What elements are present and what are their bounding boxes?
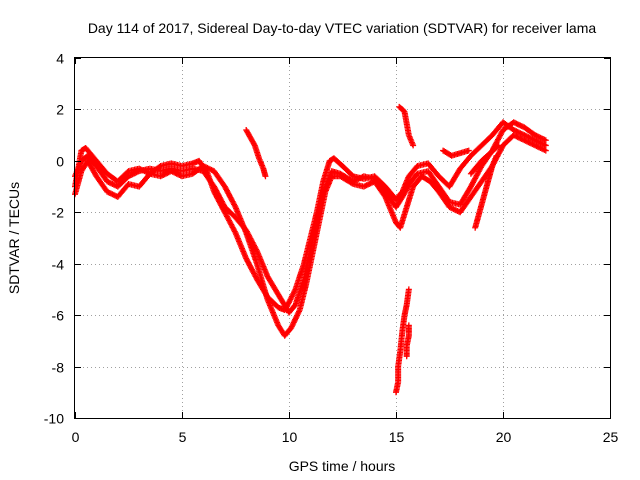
- axis-tick-labels: 0 5 10 15 20 25 -10 -8 -6 -4 -2 0 2 4: [44, 51, 619, 446]
- data-point: [251, 141, 258, 148]
- data-point: [494, 143, 501, 150]
- plot-frame: [74, 57, 611, 419]
- data-point: [262, 173, 269, 180]
- x-tick-label: 10: [282, 429, 298, 445]
- data-point: [542, 137, 549, 144]
- x-tick-label: 0: [72, 429, 80, 445]
- data-point: [542, 147, 549, 154]
- chart-title: Day 114 of 2017, Sidereal Day-to-day VTE…: [88, 20, 597, 36]
- y-tick-label: -10: [44, 411, 64, 427]
- data-point: [465, 147, 472, 154]
- data-point: [493, 152, 500, 159]
- y-tick-label: 2: [56, 102, 64, 118]
- x-tick-label: 15: [389, 429, 405, 445]
- data-point: [393, 389, 399, 396]
- y-axis-title: SDTVAR / TECUs: [6, 182, 22, 294]
- y-tick-label: -8: [52, 360, 65, 376]
- axis-ticks: [75, 58, 611, 419]
- x-axis-title: GPS time / hours: [289, 458, 396, 474]
- data-point: [410, 142, 417, 149]
- x-tick-label: 25: [603, 429, 619, 445]
- data-point: [495, 142, 502, 149]
- data-points: [72, 103, 549, 396]
- y-tick-label: -6: [52, 308, 65, 324]
- x-tick-label: 5: [179, 429, 187, 445]
- x-tick-label: 20: [496, 429, 512, 445]
- y-tick-label: -4: [52, 257, 65, 273]
- grid: [75, 58, 610, 418]
- y-tick-label: -2: [52, 205, 65, 221]
- y-tick-label: 4: [56, 51, 64, 67]
- data-point: [403, 353, 410, 360]
- data-point: [348, 180, 355, 187]
- y-tick-label: 0: [56, 154, 64, 170]
- data-point: [542, 142, 549, 149]
